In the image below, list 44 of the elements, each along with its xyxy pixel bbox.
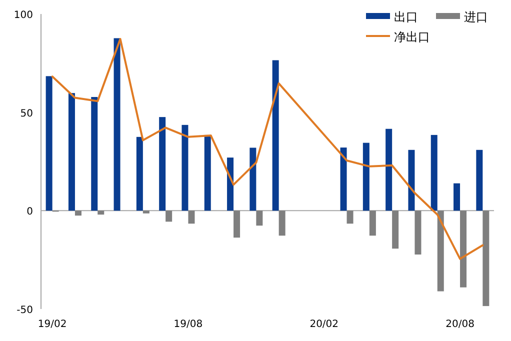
- bar: [476, 150, 483, 211]
- bar: [437, 210, 444, 292]
- x-tick-label: 19/08: [174, 319, 203, 330]
- y-tick-label: 100: [14, 10, 33, 21]
- bar: [369, 210, 376, 236]
- bar: [408, 150, 415, 211]
- y-tick-label: -50: [16, 305, 33, 316]
- legend-label: 进口: [464, 10, 488, 24]
- bar: [362, 142, 370, 211]
- bar: [250, 148, 256, 211]
- bar: [74, 210, 82, 216]
- bar: [204, 134, 211, 211]
- bar: [340, 148, 347, 211]
- bar: [386, 128, 392, 211]
- bar: [114, 38, 120, 211]
- bar: [430, 134, 438, 211]
- bar: [68, 93, 75, 211]
- bar: [188, 210, 195, 224]
- legend-label: 净出口: [394, 30, 430, 44]
- bar: [460, 210, 467, 288]
- bar: [91, 96, 98, 211]
- x-tick-label: 20/08: [446, 319, 474, 330]
- bar: [392, 210, 399, 249]
- bar: [159, 117, 166, 211]
- bar: [234, 210, 240, 238]
- bar: [98, 210, 104, 215]
- bar: [182, 124, 188, 211]
- x-tick-label: 19/02: [38, 319, 67, 330]
- bar: [272, 60, 279, 211]
- y-tick-label: 0: [26, 206, 33, 218]
- bar: [227, 158, 234, 211]
- bar: [166, 210, 172, 222]
- y-tick-label: 50: [20, 108, 33, 120]
- bar: [142, 210, 150, 214]
- bar: [136, 136, 143, 211]
- bar: [346, 210, 354, 224]
- x-tick-label: 20/02: [310, 319, 339, 330]
- legend-label: 出口: [394, 10, 418, 24]
- bar: [278, 210, 286, 236]
- bar: [454, 183, 460, 211]
- bar: [414, 210, 422, 255]
- bar: [482, 210, 490, 306]
- bar: [46, 76, 52, 211]
- bar: [256, 210, 263, 226]
